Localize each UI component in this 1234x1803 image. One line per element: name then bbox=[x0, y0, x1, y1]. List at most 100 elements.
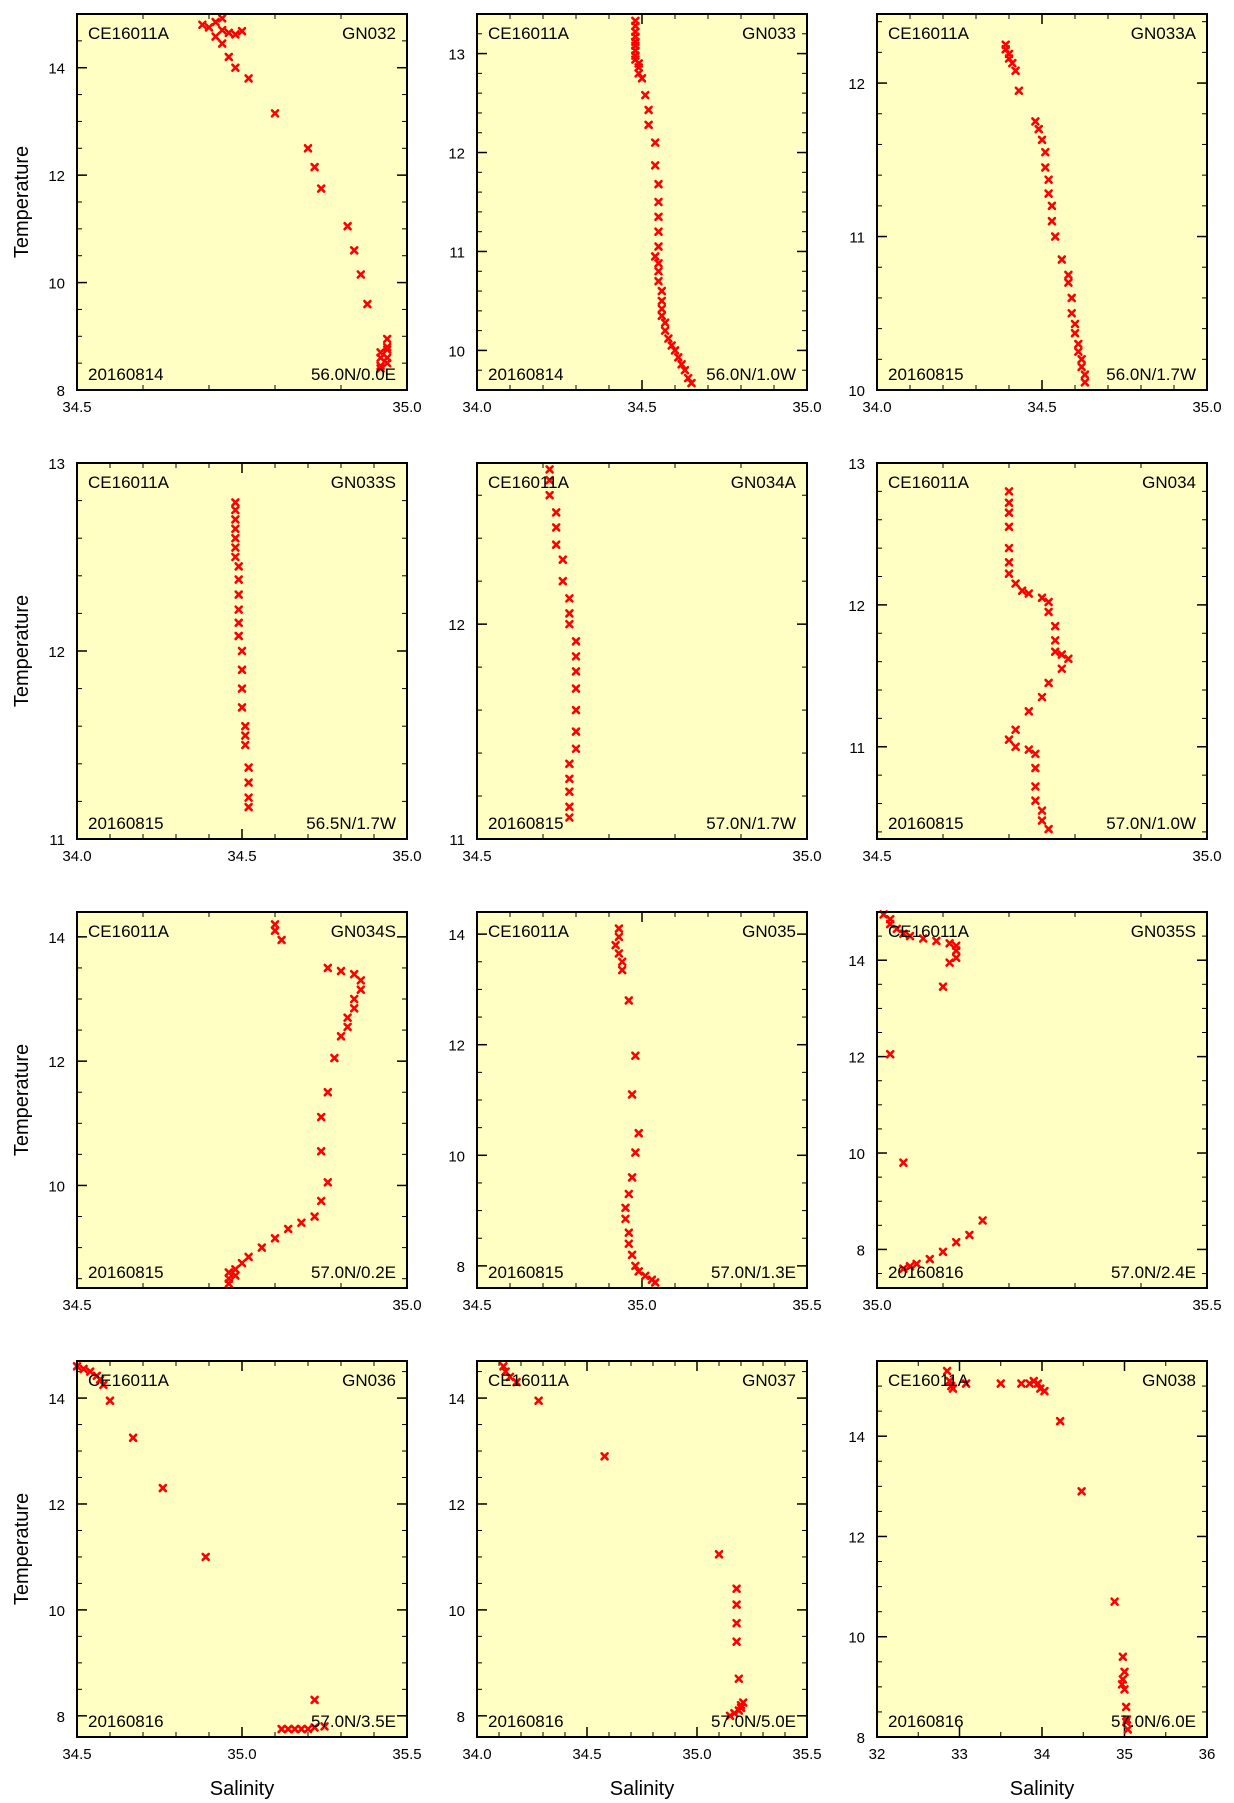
data-point bbox=[571, 667, 581, 676]
data-point bbox=[654, 179, 663, 189]
x-tick-label: 34.5 bbox=[62, 1297, 91, 1314]
cruise-label: CE16011A bbox=[488, 922, 570, 941]
data-point bbox=[303, 1724, 313, 1734]
data-point bbox=[1120, 1667, 1129, 1677]
y-axis-title: Temperature bbox=[11, 1493, 33, 1605]
data-point bbox=[617, 957, 627, 967]
y-tick-label: 10 bbox=[848, 1630, 865, 1647]
x-tick-label: 34.0 bbox=[862, 399, 891, 416]
data-point bbox=[885, 1049, 895, 1059]
data-point bbox=[1070, 328, 1080, 338]
x-tick-label: 35 bbox=[1116, 1746, 1133, 1763]
y-tick-label: 12 bbox=[48, 168, 65, 185]
data-point bbox=[899, 1158, 908, 1167]
y-tick-label: 11 bbox=[849, 230, 865, 247]
data-point bbox=[1044, 189, 1053, 198]
data-point bbox=[627, 1090, 637, 1099]
data-point bbox=[323, 1178, 333, 1187]
y-tick-label: 8 bbox=[57, 383, 65, 400]
x-tick-label: 34.5 bbox=[62, 1746, 91, 1763]
y-tick-label: 10 bbox=[448, 343, 465, 360]
data-point bbox=[211, 32, 220, 41]
panel-frame bbox=[476, 462, 808, 840]
data-point bbox=[1033, 1379, 1043, 1388]
plot-area bbox=[77, 912, 407, 1288]
y-tick-label: 11 bbox=[449, 244, 465, 261]
data-point bbox=[1037, 806, 1047, 815]
plot-area bbox=[877, 463, 1207, 839]
y-tick-label: 12 bbox=[48, 644, 65, 661]
data-point bbox=[565, 594, 574, 603]
y-tick-label: 14 bbox=[448, 927, 465, 944]
y-axis-title: Temperature bbox=[11, 1044, 33, 1156]
data-point bbox=[244, 1252, 253, 1262]
data-point bbox=[617, 965, 627, 975]
panel-gn033: 10 11 12 13 34.0 34.5 35.0 CE16011A GN033 2016081… bbox=[448, 13, 822, 416]
data-point bbox=[624, 996, 634, 1005]
panel-frame bbox=[76, 911, 408, 1289]
data-point bbox=[237, 684, 247, 693]
data-point bbox=[1031, 796, 1040, 805]
data-point bbox=[234, 605, 243, 614]
data-point bbox=[99, 1380, 108, 1390]
data-point bbox=[290, 1724, 300, 1734]
data-point bbox=[349, 994, 359, 1004]
y-tick-label: 10 bbox=[448, 1603, 465, 1620]
data-point bbox=[600, 1452, 609, 1461]
y-tick-label: 8 bbox=[457, 1259, 465, 1276]
data-point bbox=[349, 969, 359, 979]
data-point bbox=[634, 1267, 643, 1276]
data-point bbox=[545, 490, 554, 500]
x-tick-label: 35.0 bbox=[682, 1746, 711, 1763]
x-tick-label: 33 bbox=[951, 1746, 968, 1763]
cruise-label: CE16011A bbox=[888, 24, 970, 43]
data-point bbox=[978, 1216, 987, 1225]
x-tick-label: 35.5 bbox=[792, 1297, 821, 1314]
data-point bbox=[1064, 654, 1073, 664]
cruise-label: CE16011A bbox=[488, 473, 570, 492]
data-point bbox=[85, 1367, 95, 1376]
data-point bbox=[1031, 782, 1040, 791]
date-label: 20160815 bbox=[888, 365, 964, 384]
data-point bbox=[343, 1022, 352, 1032]
position-label: 57.0N/0.2E bbox=[311, 1263, 396, 1282]
data-point bbox=[231, 552, 240, 562]
panel-gn034s: 10 12 14 34.5 35.0 CE16011A GN034S 20160815 57.0… bbox=[48, 911, 422, 1314]
data-point bbox=[534, 1396, 543, 1406]
y-tick-label: 12 bbox=[848, 1529, 865, 1546]
plot-area bbox=[77, 1361, 407, 1737]
data-point bbox=[1031, 117, 1040, 126]
data-point bbox=[899, 1264, 908, 1274]
station-label: GN035S bbox=[1131, 922, 1196, 941]
x-tick-label: 35.0 bbox=[1192, 399, 1221, 416]
data-point bbox=[1024, 745, 1034, 754]
data-point bbox=[231, 515, 240, 524]
x-tick-label: 34.5 bbox=[462, 848, 491, 865]
y-tick-label: 13 bbox=[48, 456, 65, 473]
data-point bbox=[654, 266, 663, 276]
data-point bbox=[1050, 647, 1060, 657]
y-tick-label: 10 bbox=[848, 383, 865, 400]
data-point bbox=[644, 120, 653, 130]
x-tick-label: 35.0 bbox=[227, 1746, 256, 1763]
data-point bbox=[565, 774, 574, 784]
data-point bbox=[310, 1695, 319, 1705]
x-tick-label: 35.5 bbox=[1192, 1297, 1221, 1314]
data-point bbox=[1121, 1717, 1131, 1727]
data-point bbox=[241, 731, 250, 740]
data-point bbox=[664, 334, 673, 343]
data-point bbox=[323, 963, 333, 973]
data-point bbox=[234, 618, 243, 628]
station-label: GN038 bbox=[1142, 1371, 1196, 1390]
data-point bbox=[79, 1364, 88, 1374]
data-point bbox=[1067, 293, 1076, 303]
data-point bbox=[1004, 558, 1014, 567]
data-point bbox=[376, 348, 385, 357]
data-point bbox=[1117, 1680, 1127, 1689]
x-tick-label: 35.0 bbox=[392, 1297, 421, 1314]
data-point bbox=[637, 74, 647, 83]
station-label: GN034 bbox=[1142, 473, 1196, 492]
data-point bbox=[641, 90, 650, 100]
data-point bbox=[571, 727, 581, 736]
data-point bbox=[925, 1254, 935, 1264]
